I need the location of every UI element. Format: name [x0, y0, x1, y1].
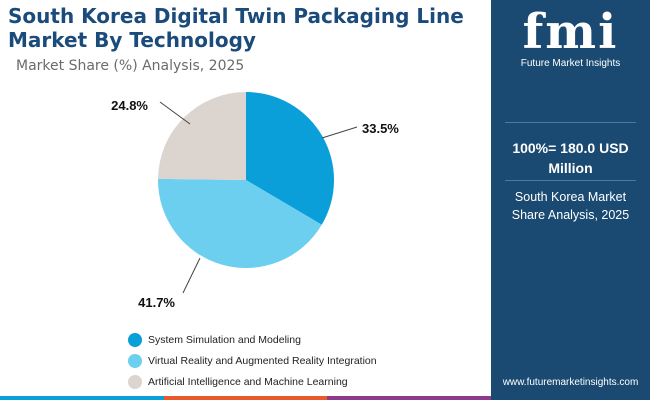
- legend-item: Artificial Intelligence and Machine Lear…: [128, 372, 377, 392]
- logo-subtitle: Future Market Insights: [520, 58, 621, 69]
- legend: System Simulation and Modeling Virtual Re…: [128, 330, 377, 393]
- legend-item: Virtual Reality and Augmented Reality In…: [128, 351, 377, 371]
- data-label: 33.5%: [362, 121, 399, 136]
- website-link[interactable]: www.futuremarketinsights.com: [502, 377, 639, 388]
- legend-swatch: [128, 375, 142, 389]
- pie-slice: [246, 92, 335, 225]
- fmi-logo: fmi Future Market Insights: [491, 6, 650, 69]
- data-label: 24.8%: [111, 98, 148, 113]
- bottom-color-bar: [0, 396, 492, 400]
- legend-label: Virtual Reality and Augmented Reality In…: [148, 355, 377, 367]
- legend-swatch: [128, 354, 142, 368]
- data-label: 41.7%: [138, 295, 175, 310]
- market-total: 100%= 180.0 USD Million: [512, 140, 629, 176]
- chart-title: South Korea Digital Twin Packaging Line …: [8, 4, 464, 52]
- pie-chart: 33.5% 41.7% 24.8%: [111, 92, 399, 310]
- leader-line: [159, 101, 191, 125]
- logo-wordmark: fmi: [522, 4, 619, 60]
- sidebar-divider: [505, 180, 636, 181]
- market-description: South Korea Market Share Analysis, 2025: [511, 190, 630, 222]
- pie-slice: [158, 92, 246, 180]
- leader-line: [182, 257, 201, 294]
- bottom-bar-segment: [163, 396, 328, 400]
- bottom-bar-segment: [0, 396, 164, 400]
- chart-subtitle: Market Share (%) Analysis, 2025: [16, 58, 245, 74]
- legend-label: System Simulation and Modeling: [148, 334, 301, 346]
- pie-slice: [158, 178, 322, 269]
- legend-label: Artificial Intelligence and Machine Lear…: [148, 376, 348, 388]
- legend-item: System Simulation and Modeling: [128, 330, 377, 350]
- leader-line: [321, 126, 358, 139]
- bottom-bar-segment: [327, 396, 492, 400]
- info-sidebar: fmi Future Market Insights 100%= 180.0 U…: [491, 0, 650, 400]
- legend-swatch: [128, 333, 142, 347]
- sidebar-divider: [505, 122, 636, 123]
